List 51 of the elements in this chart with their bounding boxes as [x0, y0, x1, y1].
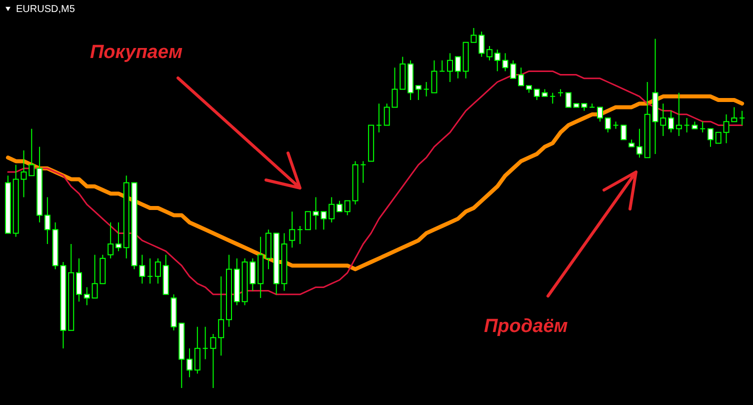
annotation: Покупаем	[90, 42, 182, 63]
candlestick	[676, 92, 682, 136]
candlestick	[715, 132, 722, 144]
candlestick	[202, 326, 208, 360]
candlestick	[115, 222, 122, 252]
candlestick	[596, 106, 603, 122]
candlestick	[454, 56, 461, 79]
candlestick	[194, 326, 200, 374]
candlestick	[84, 286, 90, 306]
candlestick	[218, 276, 224, 356]
candlestick	[154, 258, 161, 284]
candlestick	[304, 211, 311, 230]
candlestick	[558, 88, 564, 97]
candlestick	[478, 31, 485, 58]
candlestick	[360, 160, 366, 184]
candlestick	[147, 258, 154, 284]
candlestick	[700, 121, 706, 133]
candlestick	[108, 222, 114, 259]
candlestick	[612, 121, 619, 130]
candlestick	[297, 226, 304, 244]
candlestick	[636, 128, 642, 158]
candlestick	[708, 128, 714, 148]
candlestick	[186, 348, 193, 378]
candlestick	[518, 67, 524, 86]
candlestick	[415, 85, 422, 100]
chart-title: EURUSD,M5	[16, 4, 76, 15]
candlestick	[486, 46, 492, 61]
candlestick	[384, 103, 390, 126]
candlestick	[447, 52, 454, 82]
candlestick	[620, 124, 627, 140]
candlestick	[336, 200, 342, 212]
candlestick	[76, 258, 82, 302]
candlestick	[210, 334, 216, 388]
candlestick	[565, 92, 572, 108]
candlestick	[604, 118, 611, 133]
annotation: Продаём	[484, 316, 568, 337]
candlestick	[494, 49, 500, 72]
candlestick	[289, 211, 296, 248]
candlestick	[739, 110, 746, 126]
candlestick	[44, 196, 50, 244]
candlestick	[668, 110, 674, 133]
candlestick	[344, 200, 350, 216]
candlestick	[28, 128, 35, 176]
candlestick	[660, 103, 666, 136]
candlestick	[423, 82, 430, 97]
candlestick	[439, 60, 446, 72]
candlestick	[328, 196, 335, 223]
candlestick	[550, 92, 556, 104]
candlestick	[376, 103, 382, 133]
candlestick	[431, 60, 438, 94]
candlestick	[684, 118, 690, 133]
